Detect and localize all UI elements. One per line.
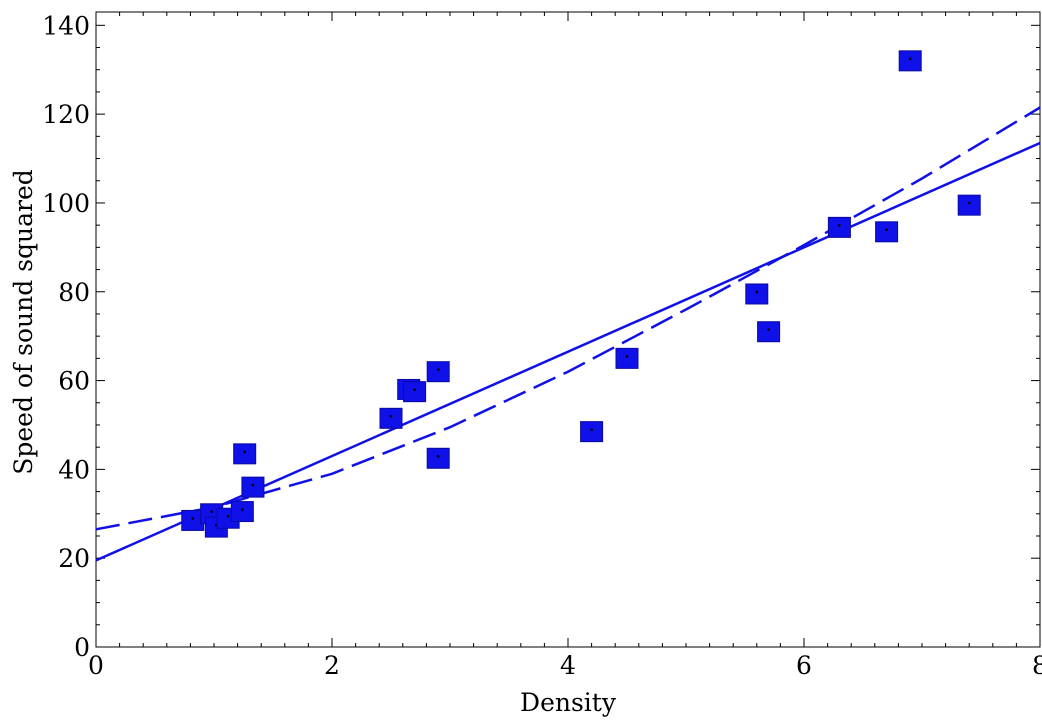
data-point-dot xyxy=(767,328,770,331)
data-point-marker xyxy=(242,477,264,497)
data-point-marker xyxy=(899,51,921,71)
data-point-dot xyxy=(968,202,971,205)
x-axis-ticks: 0 2 4 6 8 xyxy=(88,12,1042,680)
data-point xyxy=(581,422,603,442)
plot-frame xyxy=(96,12,1040,647)
x-tick-label: 8 xyxy=(1032,651,1042,680)
data-point xyxy=(234,444,256,464)
data-point-marker xyxy=(427,448,449,468)
data-point-marker xyxy=(828,217,850,237)
data-point-marker xyxy=(876,222,898,242)
data-points xyxy=(182,51,980,537)
y-tick-label: 120 xyxy=(42,100,90,129)
data-point-marker xyxy=(581,422,603,442)
data-point xyxy=(231,502,253,522)
data-point-dot xyxy=(437,368,440,371)
data-point xyxy=(958,195,980,215)
y-tick-label: 80 xyxy=(58,278,90,307)
data-point-dot xyxy=(243,451,246,454)
y-tick-label: 40 xyxy=(58,455,90,484)
data-point xyxy=(828,217,850,237)
data-point-marker xyxy=(746,284,768,304)
plot-border xyxy=(96,12,1040,647)
x-tick-label: 2 xyxy=(324,651,340,680)
data-point-marker xyxy=(616,348,638,368)
data-point-dot xyxy=(191,517,194,520)
data-point-marker xyxy=(404,382,426,402)
data-point-dot xyxy=(241,508,244,511)
data-point xyxy=(242,477,264,497)
data-point xyxy=(404,382,426,402)
data-point-dot xyxy=(252,484,255,487)
solid-fit-line xyxy=(96,143,1040,560)
y-axis-ticks: 0 20 40 60 80 100 120 140 xyxy=(42,11,1040,662)
data-point-dot xyxy=(885,229,888,232)
x-axis-label: Density xyxy=(520,688,617,717)
fit-lines xyxy=(96,108,1040,561)
data-point-dot xyxy=(838,224,841,227)
data-point-marker xyxy=(234,444,256,464)
data-point xyxy=(758,322,780,342)
data-point-dot xyxy=(909,58,912,61)
data-point xyxy=(899,51,921,71)
data-point-dot xyxy=(590,428,593,431)
dashed-fit-line xyxy=(96,108,1040,530)
data-point-marker xyxy=(231,502,253,522)
data-point-dot xyxy=(756,291,759,294)
data-point xyxy=(380,408,402,428)
y-tick-label: 100 xyxy=(42,189,90,218)
y-axis-label: Speed of sound squared xyxy=(9,169,38,475)
y-tick-label: 20 xyxy=(58,544,90,573)
data-point xyxy=(427,362,449,382)
y-tick-label: 140 xyxy=(42,11,90,40)
data-point-dot xyxy=(210,510,213,513)
data-point-dot xyxy=(626,355,629,358)
data-point-dot xyxy=(413,388,416,391)
data-point-marker xyxy=(380,408,402,428)
data-point-marker xyxy=(427,362,449,382)
data-point-marker xyxy=(958,195,980,215)
data-point xyxy=(427,448,449,468)
data-point-marker xyxy=(758,322,780,342)
x-tick-label: 6 xyxy=(796,651,812,680)
data-point-dot xyxy=(390,415,393,418)
y-tick-label: 0 xyxy=(74,633,90,662)
x-tick-label: 4 xyxy=(560,651,576,680)
data-point-dot xyxy=(437,455,440,458)
data-point xyxy=(876,222,898,242)
data-point xyxy=(616,348,638,368)
data-point xyxy=(746,284,768,304)
x-tick-label: 0 xyxy=(88,651,104,680)
data-point-dot xyxy=(227,515,230,518)
y-tick-label: 60 xyxy=(58,367,90,396)
